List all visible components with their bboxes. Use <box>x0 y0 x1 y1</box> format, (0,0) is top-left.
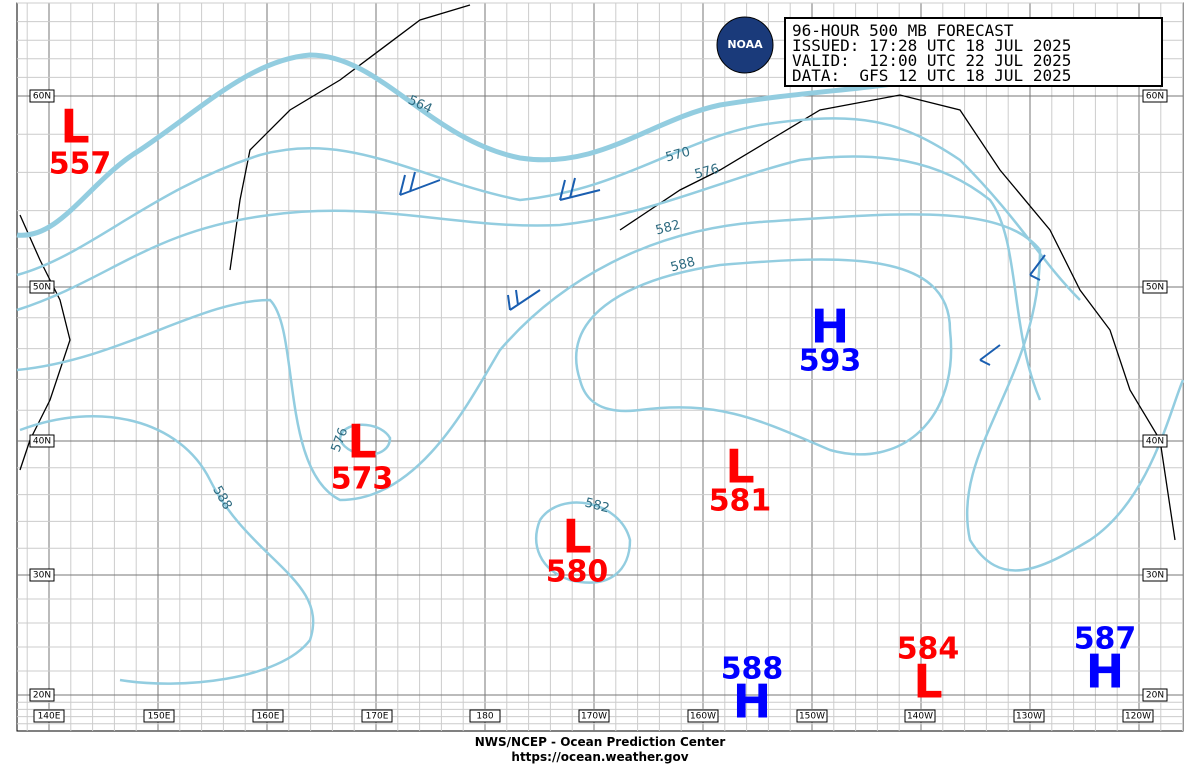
label-box <box>29 89 55 103</box>
center-letter: L <box>60 100 89 154</box>
latitude-label: 30N <box>1146 571 1164 581</box>
contour-label: 582 <box>583 496 611 517</box>
latitude-label: 60N <box>1146 92 1164 102</box>
center-value: 588 <box>721 652 784 687</box>
header-box <box>784 17 1163 87</box>
header-line: ISSUED: 17:28 UTC 18 JUL 2025 <box>792 36 1071 55</box>
latitude-label: 40N <box>33 437 51 447</box>
label-box <box>1142 434 1168 448</box>
wind-barb <box>507 289 541 311</box>
footer-line: NWS/NCEP - Ocean Prediction Center <box>475 735 726 749</box>
center-letter: L <box>725 440 754 494</box>
label-box <box>1013 709 1045 723</box>
noaa-logo <box>716 16 774 74</box>
wind-barb <box>979 344 1001 366</box>
wind-barb <box>1029 254 1046 281</box>
longitude-label: 150W <box>799 712 825 722</box>
contour-576-low <box>338 423 392 456</box>
contour-570 <box>16 117 1081 301</box>
center-letter: L <box>347 415 376 469</box>
label-box <box>29 434 55 448</box>
label-box <box>29 568 55 582</box>
label-box <box>578 709 610 723</box>
latitude-label: 20N <box>33 691 51 701</box>
wind-barb <box>559 177 601 201</box>
label-box <box>29 280 55 294</box>
latitude-label: 40N <box>1146 437 1164 447</box>
label-box <box>29 688 55 702</box>
center-letter: L <box>913 655 942 709</box>
center-letter: L <box>562 510 591 564</box>
label-box <box>687 709 719 723</box>
latitude-label: 50N <box>1146 283 1164 293</box>
wind-barbs <box>399 171 1046 366</box>
coast-kamchatka <box>229 4 471 271</box>
longitude-label: 140E <box>38 712 61 722</box>
header-line: DATA: GFS 12 UTC 18 JUL 2025 <box>792 66 1071 85</box>
longitude-label: 160E <box>257 712 280 722</box>
longitude-label: 170W <box>581 712 607 722</box>
center-value: 593 <box>799 344 862 379</box>
latitude-label: 20N <box>1146 691 1164 701</box>
longitude-label: 140W <box>907 712 933 722</box>
wind-barb <box>399 171 441 196</box>
contour-582 <box>16 213 1185 572</box>
longitude-label: 130W <box>1016 712 1042 722</box>
label-box <box>143 709 175 723</box>
latitude-label: 60N <box>33 92 51 102</box>
label-box <box>1122 709 1154 723</box>
longitude-label: 170E <box>366 712 389 722</box>
center-letter: H <box>811 300 850 354</box>
contour-576 <box>16 155 1042 401</box>
label-box <box>904 709 936 723</box>
contour-588-west <box>19 414 315 685</box>
contour-588-east <box>574 258 953 456</box>
label-box <box>33 709 65 723</box>
logo-text: NOAA <box>727 38 763 51</box>
coast-america <box>619 94 1176 541</box>
label-box <box>252 709 284 723</box>
contour-582-low <box>535 501 632 584</box>
center-value: 557 <box>49 147 112 182</box>
contour-564 <box>16 52 921 238</box>
longitude-label: 180 <box>476 712 493 722</box>
center-value: 584 <box>897 632 960 667</box>
label-box <box>1142 280 1168 294</box>
latitude-label: 30N <box>33 571 51 581</box>
contour-label: 588 <box>669 255 697 276</box>
label-box <box>361 709 393 723</box>
contour-label: 570 <box>664 145 692 166</box>
center-letter: H <box>1086 645 1125 699</box>
center-value: 580 <box>546 555 609 590</box>
latitude-label: 50N <box>33 283 51 293</box>
center-letter: H <box>733 675 772 729</box>
longitude-label: 160W <box>690 712 716 722</box>
label-box <box>1142 89 1168 103</box>
map-frame <box>16 2 1184 732</box>
center-value: 573 <box>331 462 394 497</box>
center-value: 581 <box>709 484 772 519</box>
contour-label: 582 <box>654 218 682 239</box>
label-box <box>1142 688 1168 702</box>
longitude-label: 120W <box>1125 712 1151 722</box>
label-box <box>796 709 828 723</box>
header-line: 96-HOUR 500 MB FORECAST <box>792 21 1014 40</box>
label-box <box>469 709 501 723</box>
header-line: VALID: 12:00 UTC 22 JUL 2025 <box>792 51 1071 70</box>
contours <box>16 52 1185 685</box>
label-box <box>1142 568 1168 582</box>
longitude-label: 150E <box>148 712 171 722</box>
contour-label: 576 <box>693 162 721 183</box>
center-value: 587 <box>1074 622 1137 657</box>
footer-line: https://ocean.weather.gov <box>511 750 688 764</box>
